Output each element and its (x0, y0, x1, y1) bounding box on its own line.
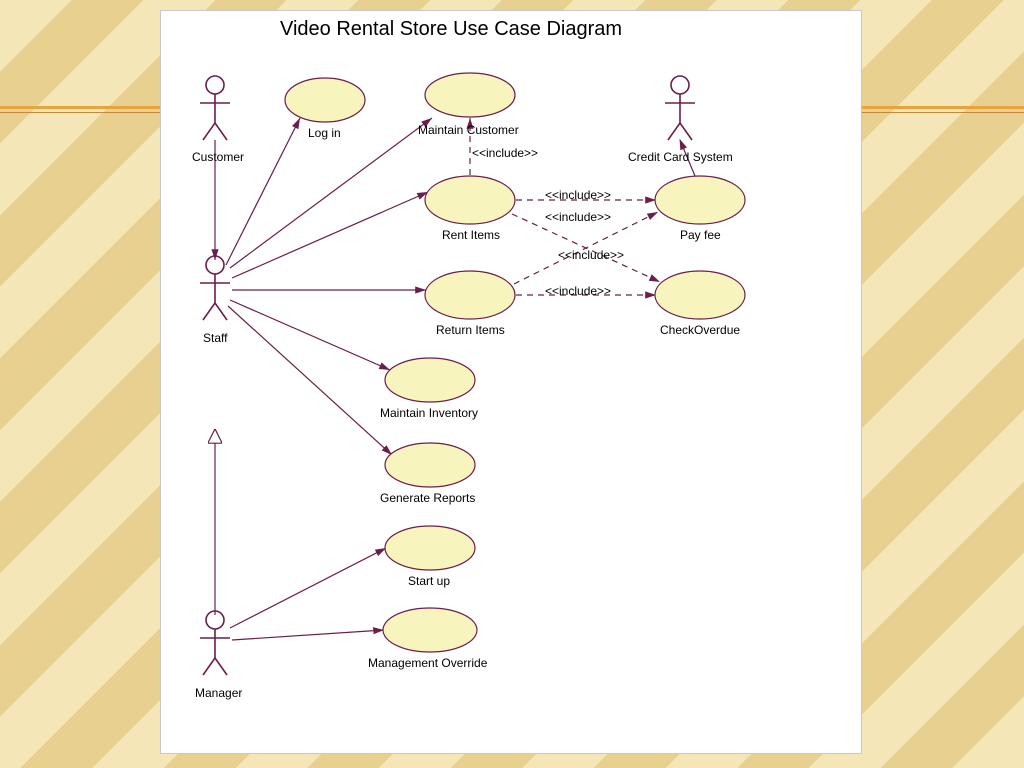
usecase-label-genrep: Generate Reports (380, 491, 475, 505)
usecase-label-overdue: CheckOverdue (660, 323, 740, 337)
usecase-label-payfee: Pay fee (680, 228, 721, 242)
edge-label-12: <<include>> (545, 188, 611, 202)
actor-label-staff: Staff (203, 331, 227, 345)
edge-label-11: <<include>> (472, 146, 538, 160)
usecase-label-login: Log in (308, 126, 341, 140)
usecase-label-maintinv: Maintain Inventory (380, 406, 478, 420)
usecase-label-mgmtover: Management Override (368, 656, 487, 670)
edge-label-15: <<include>> (545, 284, 611, 298)
edge-label-13: <<include>> (545, 210, 611, 224)
actor-label-ccs: Credit Card System (628, 150, 733, 164)
usecase-label-maintcust: Maintain Customer (418, 123, 519, 137)
edge-label-14: <<include>> (558, 248, 624, 262)
usecase-label-rent: Rent Items (442, 228, 500, 242)
diagram-panel (160, 10, 862, 754)
actor-label-customer: Customer (192, 150, 244, 164)
diagram-title: Video Rental Store Use Case Diagram (280, 18, 622, 41)
usecase-label-return: Return Items (436, 323, 505, 337)
actor-label-manager: Manager (195, 686, 242, 700)
usecase-label-startup: Start up (408, 574, 450, 588)
